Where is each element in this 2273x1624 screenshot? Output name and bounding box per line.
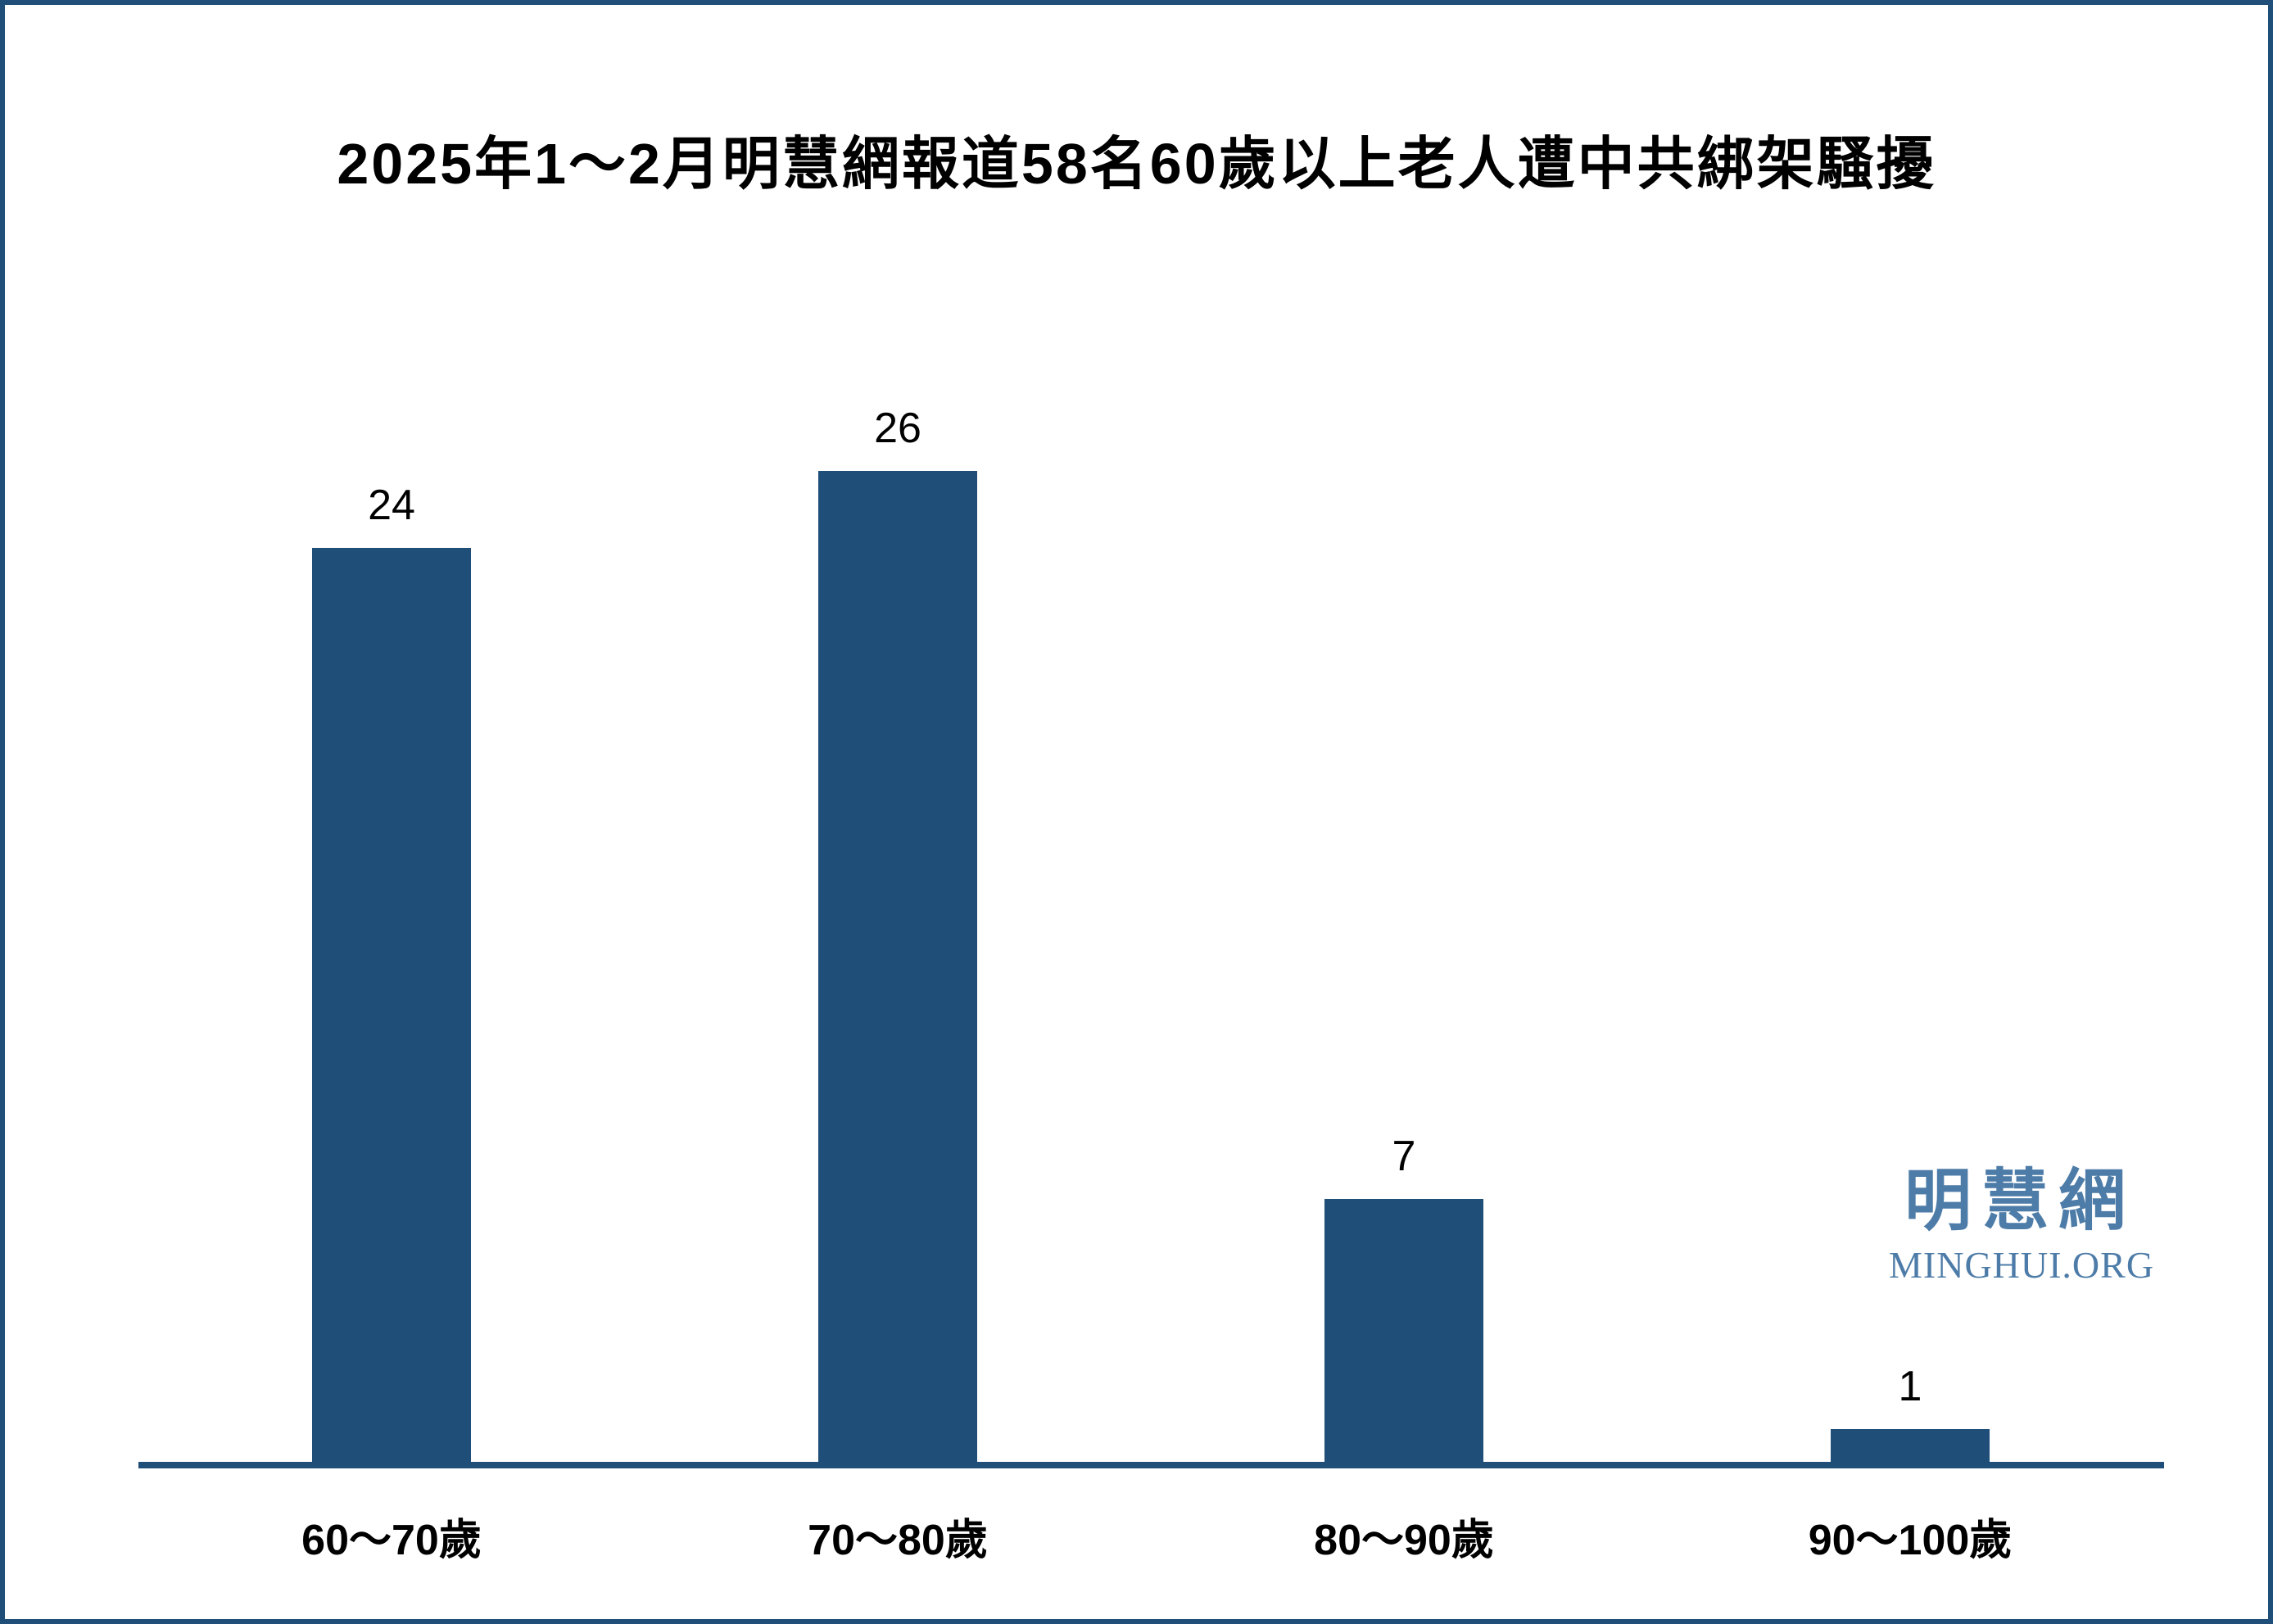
x-axis-label: 80～90歲 <box>1314 1517 1494 1564</box>
bar-value-label: 7 <box>1392 1133 1416 1180</box>
bar-value-label: 24 <box>368 482 415 529</box>
bar <box>312 548 471 1468</box>
bar-value-label: 1 <box>1898 1363 1922 1410</box>
logo-cjk-text: 明慧網 <box>1904 1164 2135 1238</box>
x-axis-label: 90～100歲 <box>1808 1517 2013 1564</box>
bar-value-label: 26 <box>874 405 921 452</box>
bar <box>818 471 977 1468</box>
x-axis-line <box>138 1462 2164 1468</box>
chart-title: 2025年1～2月明慧網報道58名60歲以上老人遭中共綁架騷擾 <box>337 132 1936 196</box>
x-axis-label: 70～80歲 <box>808 1517 988 1564</box>
bar <box>1831 1429 1990 1468</box>
logo-latin-text: MINGHUI.ORG <box>1889 1244 2155 1286</box>
plot-area: 24 26 7 1 60～70歲 70～80歲 80～90歲 90～100歲 <box>5 5 2268 1619</box>
x-axis-label: 60～70歲 <box>301 1517 482 1564</box>
minghui-logo: 明慧網 MINGHUI.ORG <box>1889 1164 2155 1287</box>
bar <box>1324 1199 1483 1468</box>
